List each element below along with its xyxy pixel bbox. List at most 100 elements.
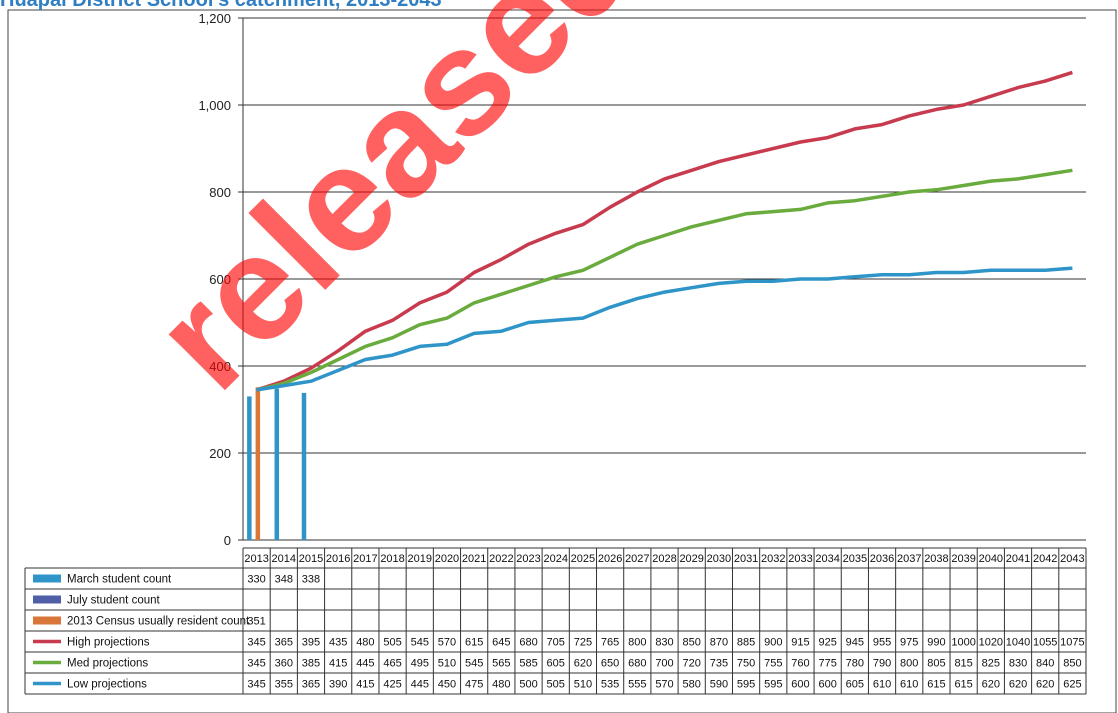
x-tick-label: 2026 (598, 553, 622, 565)
table-cell: 615 (927, 679, 945, 691)
x-tick-label: 2036 (870, 553, 894, 565)
table-cell: 620 (982, 679, 1000, 691)
x-tick-label: 2043 (1060, 553, 1084, 565)
table-cell: 600 (818, 679, 836, 691)
table-cell: 705 (547, 637, 565, 649)
table-cell: 780 (846, 658, 864, 670)
bar-march-student-count-2015 (301, 392, 307, 540)
x-tick-label: 2030 (707, 553, 731, 565)
table-cell: 600 (791, 679, 809, 691)
legend-swatch-march-student-count (33, 574, 61, 583)
grid-lines (242, 17, 1086, 541)
table-cell: 610 (900, 679, 918, 691)
outer-border (7, 9, 1117, 713)
table-cell: 390 (329, 679, 347, 691)
x-tick-label: 2017 (353, 553, 377, 565)
table-cell: 545 (411, 637, 429, 649)
bar-march-student-count-2014 (274, 388, 280, 540)
table-cell: 620 (1036, 679, 1054, 691)
x-tick-label: 2022 (489, 553, 513, 565)
table-cell: 555 (628, 679, 646, 691)
table-cell: 355 (275, 679, 293, 691)
line-med-projections (256, 168, 1073, 392)
table-cell: 348 (275, 574, 293, 586)
table-cell: 760 (791, 658, 809, 670)
table-cell: 990 (927, 637, 945, 649)
x-tick-label: 2031 (734, 553, 758, 565)
table-cell: 800 (900, 658, 918, 670)
table-cell: 345 (247, 679, 265, 691)
x-tick-label: 2027 (625, 553, 649, 565)
table-cell: 415 (356, 679, 374, 691)
x-tick-label: 2019 (408, 553, 432, 565)
table-cell: 510 (574, 679, 592, 691)
x-tick-label: 2016 (326, 553, 350, 565)
table-cell: 720 (683, 658, 701, 670)
table-cell: 750 (737, 658, 755, 670)
x-tick-label: 2013 (244, 553, 268, 565)
x-tick-label: 2042 (1033, 553, 1057, 565)
table-cell: 510 (438, 658, 456, 670)
x-tick-label: 2028 (652, 553, 676, 565)
table-cell: 445 (356, 658, 374, 670)
table-cell: 815 (954, 658, 972, 670)
bar-series (247, 387, 307, 540)
table-cell: 595 (764, 679, 782, 691)
table-cell: 415 (329, 658, 347, 670)
x-tick-label: 2034 (815, 553, 839, 565)
table-cell: 1020 (979, 637, 1003, 649)
table-cell: 580 (683, 679, 701, 691)
y-tick-label: 800 (209, 185, 231, 200)
table-cell: 955 (873, 637, 891, 649)
table-cell: 680 (519, 637, 537, 649)
x-tick-label: 2023 (516, 553, 540, 565)
table-cell: 1040 (1006, 637, 1030, 649)
y-tick-label: 1,200 (198, 11, 231, 26)
table-cell: 680 (628, 658, 646, 670)
table-cell: 365 (275, 637, 293, 649)
x-tick-label: 2035 (843, 553, 867, 565)
x-tick-label: 2040 (979, 553, 1003, 565)
x-tick-label: 2020 (435, 553, 459, 565)
table-cell: 850 (683, 637, 701, 649)
table-cell: 395 (302, 637, 320, 649)
table-cell: 620 (1009, 679, 1027, 691)
x-tick-label: 2024 (543, 553, 567, 565)
bar-2013-census-usually-resident-count-2013 (255, 387, 261, 540)
chart-frame (7, 9, 1117, 713)
table-cell: 435 (329, 637, 347, 649)
legend-label-med-projections: Med projections (67, 658, 148, 670)
table-cell: 330 (247, 574, 265, 586)
table-cell: 351 (247, 616, 265, 628)
table-cell: 570 (655, 679, 673, 691)
table-cell: 445 (411, 679, 429, 691)
table-cell: 565 (492, 658, 510, 670)
y-tick-label: 0 (224, 533, 231, 548)
table-cell: 500 (519, 679, 537, 691)
table-cell: 900 (764, 637, 782, 649)
x-tick-label: 2039 (951, 553, 975, 565)
line-series (256, 70, 1073, 392)
line-low-projections (256, 266, 1073, 392)
table-cell: 700 (655, 658, 673, 670)
table-cell: 830 (1009, 658, 1027, 670)
legend-swatch-2013-census-usually-resident-count (33, 616, 61, 625)
table-cell: 505 (383, 637, 401, 649)
table-cell: 425 (383, 679, 401, 691)
table-cell: 480 (492, 679, 510, 691)
y-tick-label: 200 (209, 446, 231, 461)
table-cell: 450 (438, 679, 456, 691)
legend-label-july-student-count: July student count (67, 595, 161, 607)
x-tick-label: 2029 (679, 553, 703, 565)
table-cell: 495 (411, 658, 429, 670)
table-cell: 585 (519, 658, 537, 670)
table-cell: 545 (465, 658, 483, 670)
table-cell: 840 (1036, 658, 1054, 670)
table-cell: 915 (791, 637, 809, 649)
table-cell: 615 (465, 637, 483, 649)
table-cell: 725 (574, 637, 592, 649)
y-axis-ticks: 0 200 400 600 800 1,000 1,200 (198, 11, 243, 548)
x-tick-label: 2015 (299, 553, 323, 565)
table-cell: 595 (737, 679, 755, 691)
bar-march-student-count-2013 (247, 396, 252, 540)
